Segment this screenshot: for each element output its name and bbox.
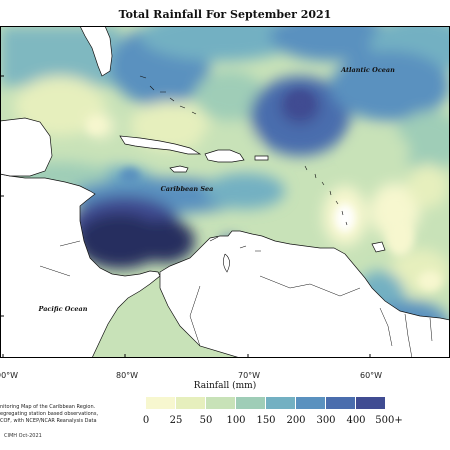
legend-label: 25: [169, 415, 183, 426]
longitude-label-70w: 70°W: [238, 371, 261, 380]
legend-label: 200: [286, 415, 306, 426]
borders: [39, 240, 433, 358]
legend-label: 50: [199, 415, 213, 426]
pacific-ocean-label: Pacific Ocean: [38, 305, 88, 313]
footnote-line-3: COF, with NCEP/NCAR Reanalysis Data: [0, 418, 97, 424]
map-title: Total Rainfall For September 2021: [118, 8, 332, 21]
legend-swatch: [326, 397, 356, 409]
footnote-line-1: nitoring Map of the Caribbean Region.: [0, 404, 96, 410]
land: [0, 26, 450, 358]
legend-labels: 0 25 50 100 150 200 300 400 500+: [142, 415, 406, 427]
legend-swatch: [296, 397, 326, 409]
legend-label: 300: [316, 415, 336, 426]
legend-label: 150: [256, 415, 276, 426]
footnote-line-2: egregating station based observations,: [0, 411, 99, 417]
caribbean-sea-label: Caribbean Sea: [161, 185, 214, 193]
legend-swatch: [146, 397, 176, 409]
legend-swatch: [206, 397, 236, 409]
rainfall-map: Atlantic Ocean Caribbean Sea Pacific Oce…: [0, 26, 450, 358]
legend-swatch: [356, 397, 386, 409]
rainfall-field-detail: [88, 92, 442, 291]
legend-title: Rainfall (mm): [193, 381, 257, 391]
legend-label: 0: [142, 415, 150, 426]
legend-label: 500+: [375, 415, 403, 426]
credit-text: CIMH Oct-2021: [4, 433, 42, 439]
legend-swatch: [176, 397, 206, 409]
longitude-label-60w: 60°W: [360, 371, 383, 380]
longitude-tick-marks: [0, 75, 371, 358]
legend-swatch: [236, 397, 266, 409]
atlantic-ocean-label: Atlantic Ocean: [340, 66, 395, 74]
legend-color-bar: [146, 397, 386, 409]
longitude-label-80w: 80°W: [116, 371, 139, 380]
legend-label: 100: [226, 415, 246, 426]
legend-label: 400: [346, 415, 366, 426]
legend-swatch: [266, 397, 296, 409]
longitude-label-90w: 90°W: [0, 371, 19, 380]
island-details: [139, 75, 348, 273]
